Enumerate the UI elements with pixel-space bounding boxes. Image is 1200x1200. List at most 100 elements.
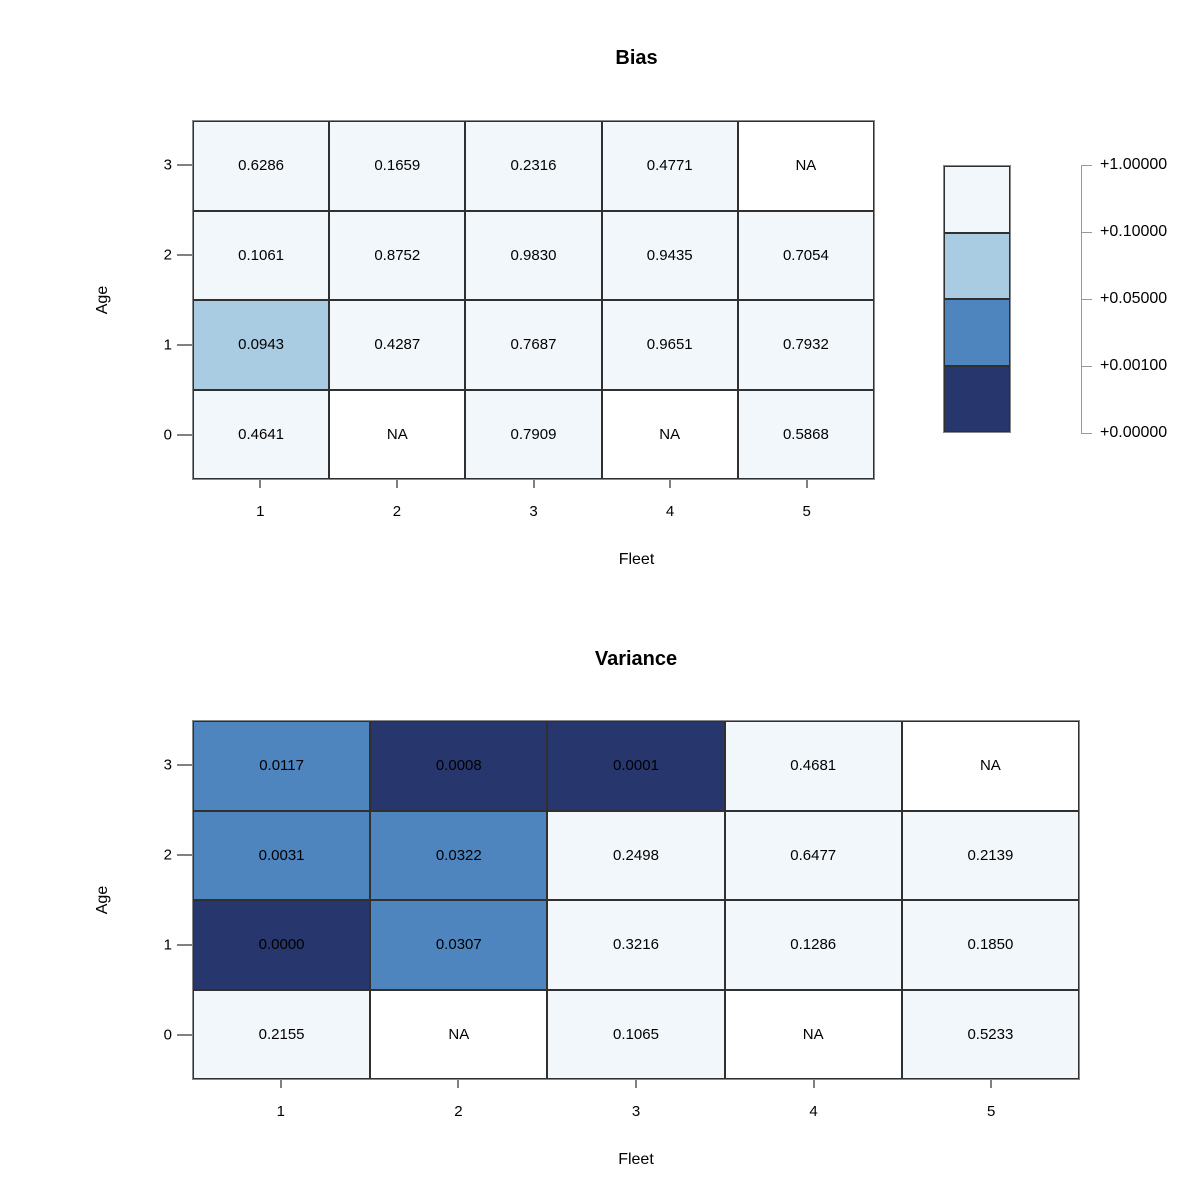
y-tick-label: 2 (163, 246, 172, 264)
heatmap-cell: 0.3216 (547, 900, 725, 990)
heatmap-cell: 0.0031 (193, 810, 371, 900)
legend-tick-mark (1081, 165, 1092, 166)
heatmap-cell: 0.6286 (193, 121, 330, 211)
heatmap-cell: 0.5233 (901, 989, 1079, 1079)
variance-x-axis-label: Fleet (618, 1151, 654, 1168)
y-tick-mark (177, 434, 192, 436)
heatmap-cell: 0.0000 (193, 900, 371, 990)
heatmap-cell: 0.1286 (724, 900, 902, 990)
y-tick-mark (177, 1034, 192, 1036)
bias-x-axis-label: Fleet (618, 551, 655, 568)
heatmap-cell: 0.4771 (601, 121, 738, 211)
heatmap-cell: 0.4681 (724, 721, 902, 811)
legend-swatch (944, 166, 1010, 233)
heatmap-cell: 0.0943 (193, 300, 330, 390)
y-tick-mark (177, 164, 192, 166)
x-tick-mark (805, 480, 808, 488)
heatmap-cell: 0.8752 (329, 210, 466, 300)
variance-heatmap: 0.0117 0.0008 0.0001 0.4681 NA 0.0031 0.0322 0.… (192, 720, 1080, 1080)
heatmap-cell: 0.4641 (193, 389, 330, 479)
x-tick-label: 5 (987, 1103, 996, 1120)
heatmap-cell: 0.5868 (737, 389, 874, 479)
legend-tick-mark (1081, 232, 1092, 233)
variance-x-tick-marks (192, 1080, 1080, 1088)
heatmap-cell: NA (724, 989, 902, 1079)
heatmap-cell: 0.1061 (193, 210, 330, 300)
x-tick-label: 5 (802, 503, 811, 520)
bias-y-tick-labels: 3 2 1 0 (130, 120, 172, 480)
heatmap-cell: 0.2155 (193, 989, 371, 1079)
bias-x-tick-labels: 1 2 3 4 5 (192, 503, 875, 520)
heatmap-cell: 0.0008 (370, 721, 548, 811)
y-tick-label: 0 (163, 1026, 172, 1044)
heatmap-cell: 0.9435 (601, 210, 738, 300)
heatmap-cell: NA (737, 121, 874, 211)
variance-y-tick-labels: 3 2 1 0 (130, 720, 172, 1080)
legend-tick-label: +0.10000 (1100, 223, 1168, 240)
x-tick-label: 1 (256, 503, 265, 520)
variance-y-tick-marks (177, 720, 192, 1080)
color-legend-ticks (1081, 165, 1092, 434)
legend-tick-label: +1.00000 (1100, 156, 1168, 173)
heatmap-cell: 0.0001 (547, 721, 725, 811)
heatmap-cell: 0.7932 (737, 300, 874, 390)
legend-tick-label: +0.00100 (1100, 357, 1168, 374)
heatmap-cell: 0.6477 (724, 810, 902, 900)
y-tick-mark (177, 854, 192, 856)
y-tick-label: 2 (163, 846, 172, 864)
x-tick-mark (990, 1080, 993, 1088)
x-tick-mark (279, 1080, 282, 1088)
x-tick-label: 4 (665, 503, 675, 520)
heatmap-cell: 0.0322 (370, 810, 548, 900)
heatmap-cell: 0.2316 (465, 121, 602, 211)
x-tick-label: 2 (454, 1103, 463, 1120)
color-legend-swatches (943, 165, 1011, 433)
y-tick-mark (177, 764, 192, 766)
x-tick-mark (635, 1080, 637, 1088)
x-tick-label: 2 (392, 503, 402, 520)
heatmap-cell: 0.1065 (547, 989, 725, 1079)
y-tick-mark (177, 944, 192, 946)
heatmap-cell: 0.9651 (601, 300, 738, 390)
bias-title: Bias (615, 47, 658, 69)
x-tick-mark (395, 480, 398, 488)
y-tick-mark (177, 254, 192, 256)
legend-tick-mark (1081, 433, 1092, 434)
x-tick-label: 3 (529, 503, 538, 520)
variance-title: Variance (594, 648, 678, 670)
x-tick-mark (259, 480, 262, 488)
bias-x-tick-marks (192, 480, 875, 488)
legend-swatch (944, 365, 1010, 432)
y-tick-label: 1 (163, 336, 172, 354)
heatmap-cell: 0.1659 (329, 121, 466, 211)
x-tick-mark (669, 480, 672, 488)
x-tick-label: 4 (809, 1103, 818, 1120)
heatmap-cell: NA (329, 389, 466, 479)
heatmap-cell: 0.0117 (193, 721, 371, 811)
legend-tick-label: +0.00000 (1100, 424, 1168, 441)
heatmap-cell: 0.9830 (465, 210, 602, 300)
legend-tick-mark (1081, 366, 1092, 367)
legend-swatch (944, 299, 1010, 366)
x-tick-label: 3 (631, 1103, 641, 1120)
bias-y-tick-marks (177, 120, 192, 480)
y-tick-label: 1 (163, 936, 172, 954)
y-tick-label: 3 (163, 756, 172, 774)
x-tick-mark (812, 1080, 815, 1088)
heatmap-cell: 0.7054 (737, 210, 874, 300)
y-tick-label: 0 (163, 426, 172, 444)
heatmap-cell: 0.7909 (465, 389, 602, 479)
heatmap-cell: 0.0307 (370, 900, 548, 990)
heatmap-cell: NA (901, 721, 1079, 811)
heatmap-cell: 0.2139 (901, 810, 1079, 900)
heatmap-cell: NA (370, 989, 548, 1079)
y-tick-mark (177, 344, 192, 346)
legend-swatch (944, 232, 1010, 299)
heatmap-cell: 0.2498 (547, 810, 725, 900)
variance-x-tick-labels: 1 2 3 4 5 (192, 1103, 1080, 1120)
heatmap-cell: 0.4287 (329, 300, 466, 390)
y-tick-label: 3 (163, 156, 172, 174)
x-tick-label: 1 (276, 1103, 285, 1120)
heatmap-cell: 0.1850 (901, 900, 1079, 990)
